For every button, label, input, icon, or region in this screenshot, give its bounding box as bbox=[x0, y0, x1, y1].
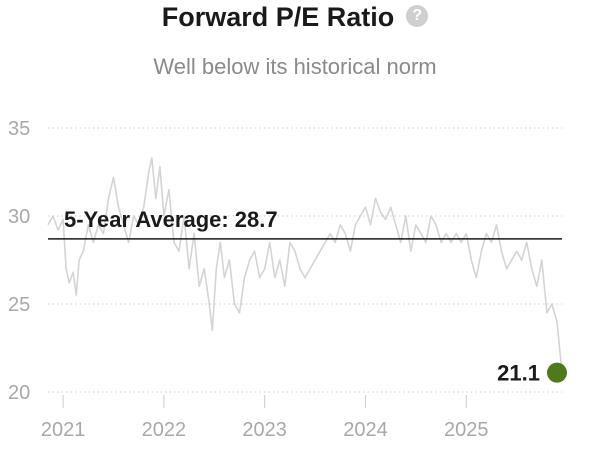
grid-lines bbox=[48, 127, 562, 393]
x-axis-ticks: 2021 2022 2023 2024 2025 bbox=[41, 395, 489, 441]
y-tick-label: 35 bbox=[8, 118, 30, 140]
y-tick-label: 25 bbox=[8, 294, 30, 316]
average-label: 5-Year Average: 28.7 bbox=[64, 207, 278, 232]
y-tick-label: 30 bbox=[8, 206, 30, 228]
x-tick-label: 2021 bbox=[41, 419, 86, 441]
last-value-dot[interactable] bbox=[547, 362, 567, 383]
title-row: Forward P/E Ratio? bbox=[0, 2, 590, 33]
question-circle-icon[interactable]: ? bbox=[406, 4, 429, 27]
x-tick-label: 2025 bbox=[444, 419, 489, 441]
last-value-label: 21.1 bbox=[497, 361, 540, 386]
chart-title: Forward P/E Ratio bbox=[161, 2, 395, 32]
x-tick-label: 2022 bbox=[142, 419, 187, 441]
chart-subtitle: Well below its historical norm bbox=[153, 54, 437, 79]
pe-series-line bbox=[47, 157, 563, 373]
y-tick-label: 20 bbox=[8, 382, 30, 404]
y-axis-ticks: 20 25 30 35 bbox=[8, 118, 30, 404]
x-tick-label: 2023 bbox=[242, 419, 287, 441]
x-tick-label: 2024 bbox=[343, 419, 388, 441]
